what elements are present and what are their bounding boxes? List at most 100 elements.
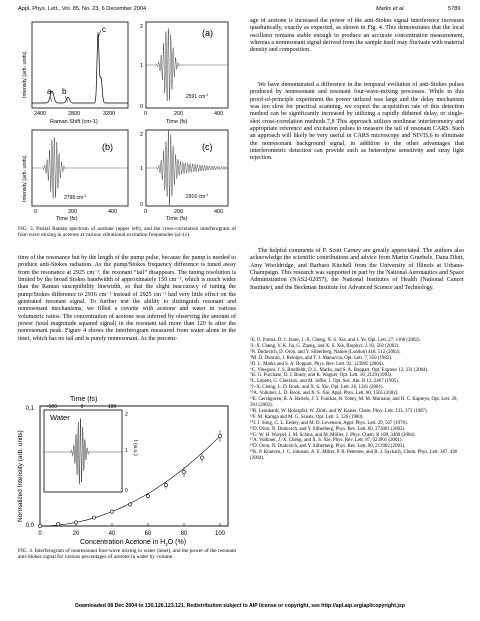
svg-text:0: 0	[38, 531, 42, 537]
reference-item: ¹⁵D. Oron, N. Dudovich, and Y. Silberber…	[250, 426, 406, 432]
data-point	[146, 494, 150, 498]
panel-a-label: (a)	[202, 28, 213, 38]
svg-text:80: 80	[181, 531, 188, 537]
figure-4-caption: FIG. 4. Interferogram of nonresonant fou…	[18, 548, 236, 561]
svg-text:60: 60	[145, 531, 152, 537]
svg-text:1: 1	[140, 166, 143, 172]
svg-text:400: 400	[108, 209, 117, 215]
acknowledgments: The helpful comments of P. Scott Carney …	[250, 248, 464, 291]
annotation-b: 2798 cm-1	[64, 194, 86, 201]
spec-tick-2800: 2800	[68, 111, 80, 117]
data-point	[218, 434, 222, 438]
panel-c-label: (c)	[202, 142, 213, 152]
page-number: 5789	[448, 6, 461, 12]
inset-water-interferogram	[44, 418, 122, 485]
inset-water-label: Water	[50, 413, 70, 422]
reference-item: ¹⁷A. Volkmer, J.-X. Cheng, and X. S. Xie…	[250, 438, 403, 444]
reference-item: ⁸L. Lepetit, G. Cheriaux, and M. Joffre,…	[250, 379, 400, 385]
svg-text:0: 0	[81, 404, 84, 410]
reference-item: ²J.-X. Cheng, Y. K. Jia, G. Zheng, and X…	[250, 343, 400, 349]
reference-item: ¹²R. Leonhardt, W. Holzapfel, W. Zinth, …	[250, 408, 428, 414]
interferogram-b	[32, 137, 128, 199]
svg-text:400: 400	[214, 209, 223, 215]
data-point	[74, 520, 78, 525]
fig4-ylabel: Normalized Intensity (arb. units)	[17, 430, 24, 522]
svg-text:200: 200	[68, 209, 77, 215]
svg-text:0: 0	[125, 488, 128, 494]
svg-text:0: 0	[140, 104, 143, 110]
running-header-left: Appl. Phys. Lett., Vol. 85, No. 23, 6 De…	[18, 6, 147, 12]
reference-item: ¹E. O. Potma, D. J. Jones, J.-X. Cheng, …	[250, 338, 421, 343]
svg-text:-100: -100	[47, 404, 57, 410]
interferogram-a	[146, 28, 228, 102]
right-column-paragraph-1: age of acetone is increased the power of…	[250, 18, 464, 54]
reference-item: ¹⁶G. W. H. Wurpel, J. M. Schins, and M. …	[250, 432, 416, 438]
inset-time-label: Time (fs)	[70, 396, 97, 403]
svg-text:100: 100	[215, 531, 226, 537]
data-point	[182, 470, 186, 474]
panel-b-label: (b)	[102, 142, 113, 152]
figure-3-caption: FIG. 3. Partial Raman spectrum of aceton…	[18, 226, 236, 239]
figure-4: 0.1 0.0 0 20 40 60 80 100 Concentration …	[17, 396, 229, 546]
svg-text:0: 0	[144, 111, 147, 117]
svg-text:0: 0	[34, 209, 37, 215]
reference-item: ⁴M. D. Duncan, J. Reintjes, and T. J. Ma…	[250, 355, 393, 361]
figure-3: a b c 2400 2800 3200 Raman Shift (cm-1) …	[22, 21, 229, 222]
reference-item: ⁵D. L. Marks and S. A. Boppart, Phys. Re…	[250, 361, 384, 367]
left-column-text: time of the resonance but by the length …	[18, 255, 236, 342]
fig4-ytick-bottom: 0.0	[26, 523, 35, 529]
data-point	[56, 522, 60, 527]
reference-item: ³N. Dudovich, D. Oron, and Y. Silberberg…	[250, 349, 401, 355]
spectrum-curve	[32, 32, 128, 104]
reference-item: ⁹J.-X. Cheng, L. D. Book, and X. S. Xie,…	[250, 385, 384, 391]
svg-text:2: 2	[125, 412, 128, 418]
spec-tick-2400: 2400	[34, 111, 46, 117]
svg-text:1: 1	[125, 448, 128, 454]
svg-text:400: 400	[214, 111, 223, 117]
svg-text:0: 0	[144, 209, 147, 215]
panel-b-xlabel: Time (fs)	[56, 216, 78, 222]
reference-item: ¹⁸D. Oron, N. Dudovich, and Y. Silberber…	[250, 444, 406, 450]
reference-list: ¹E. O. Potma, D. J. Jones, J.-X. Cheng, …	[250, 338, 464, 462]
data-point	[92, 515, 96, 520]
data-point	[128, 502, 132, 507]
reference-item: ¹¹E. Gershgoren, R. A. Bartels, J. T. Fo…	[250, 397, 458, 408]
spec-tick-3200: 3200	[103, 111, 115, 117]
annotation-c: 2916 cm-1	[186, 193, 208, 200]
panel-c-xlabel: Time (fs)	[166, 216, 188, 222]
svg-text:2: 2	[140, 132, 143, 138]
panel-b-ylabel: Intensity (arb. units)	[22, 155, 28, 202]
spec-ylabel: Intensity (arb. units)	[22, 51, 28, 98]
peak-label-a: a	[47, 87, 52, 96]
reference-item: ¹⁰A. Volkmer, L. D. Book, and X. S. Xie,…	[250, 391, 399, 397]
reference-item: ⁶C. Vinegoni, J. S. Bredfeldt, D. L. Mar…	[250, 367, 429, 373]
download-footer: Downloaded 08 Dec 2004 to 130.126.123.12…	[75, 603, 405, 609]
reference-item: ¹⁴J. J. Song, G. L. Eesley, and M. D. Le…	[250, 420, 408, 426]
data-point	[110, 509, 114, 514]
svg-text:100: 100	[108, 404, 117, 410]
svg-text:0: 0	[140, 202, 143, 208]
peak-label-b: b	[62, 87, 67, 96]
right-column-paragraph-2: We have demonstrated a difference in the…	[250, 82, 464, 162]
interferogram-c	[146, 129, 229, 206]
spec-xlabel: Raman Shift (cm-1)	[50, 119, 98, 125]
inset-frame	[43, 409, 123, 493]
spectrum-frame	[31, 21, 129, 109]
fig4-xlabel: Concentration Acetone in H2O (%)	[80, 539, 186, 546]
reference-item: ¹³F. M. Kamga and M. G. Sceats, Opt. Let…	[250, 414, 364, 420]
data-point	[200, 455, 204, 460]
annotation-a: 2591 cm-1	[186, 93, 208, 100]
reference-item: ¹⁹K. P. Knutsen, J. C. Johnson, A. E. Mi…	[250, 450, 458, 462]
svg-text:40: 40	[109, 531, 116, 537]
data-point	[38, 524, 42, 528]
svg-text:200: 200	[174, 209, 183, 215]
svg-text:200: 200	[174, 111, 183, 117]
fig4-frame	[39, 405, 229, 527]
fig4-ytick-top: 0.1	[26, 406, 35, 412]
data-point	[164, 483, 168, 488]
svg-text:2: 2	[140, 24, 143, 30]
peak-label-c: c	[102, 25, 106, 34]
running-header-authors: Marks et al.	[376, 6, 405, 12]
svg-text:20: 20	[73, 531, 80, 537]
panel-a-xlabel: Time (fs)	[166, 119, 188, 125]
